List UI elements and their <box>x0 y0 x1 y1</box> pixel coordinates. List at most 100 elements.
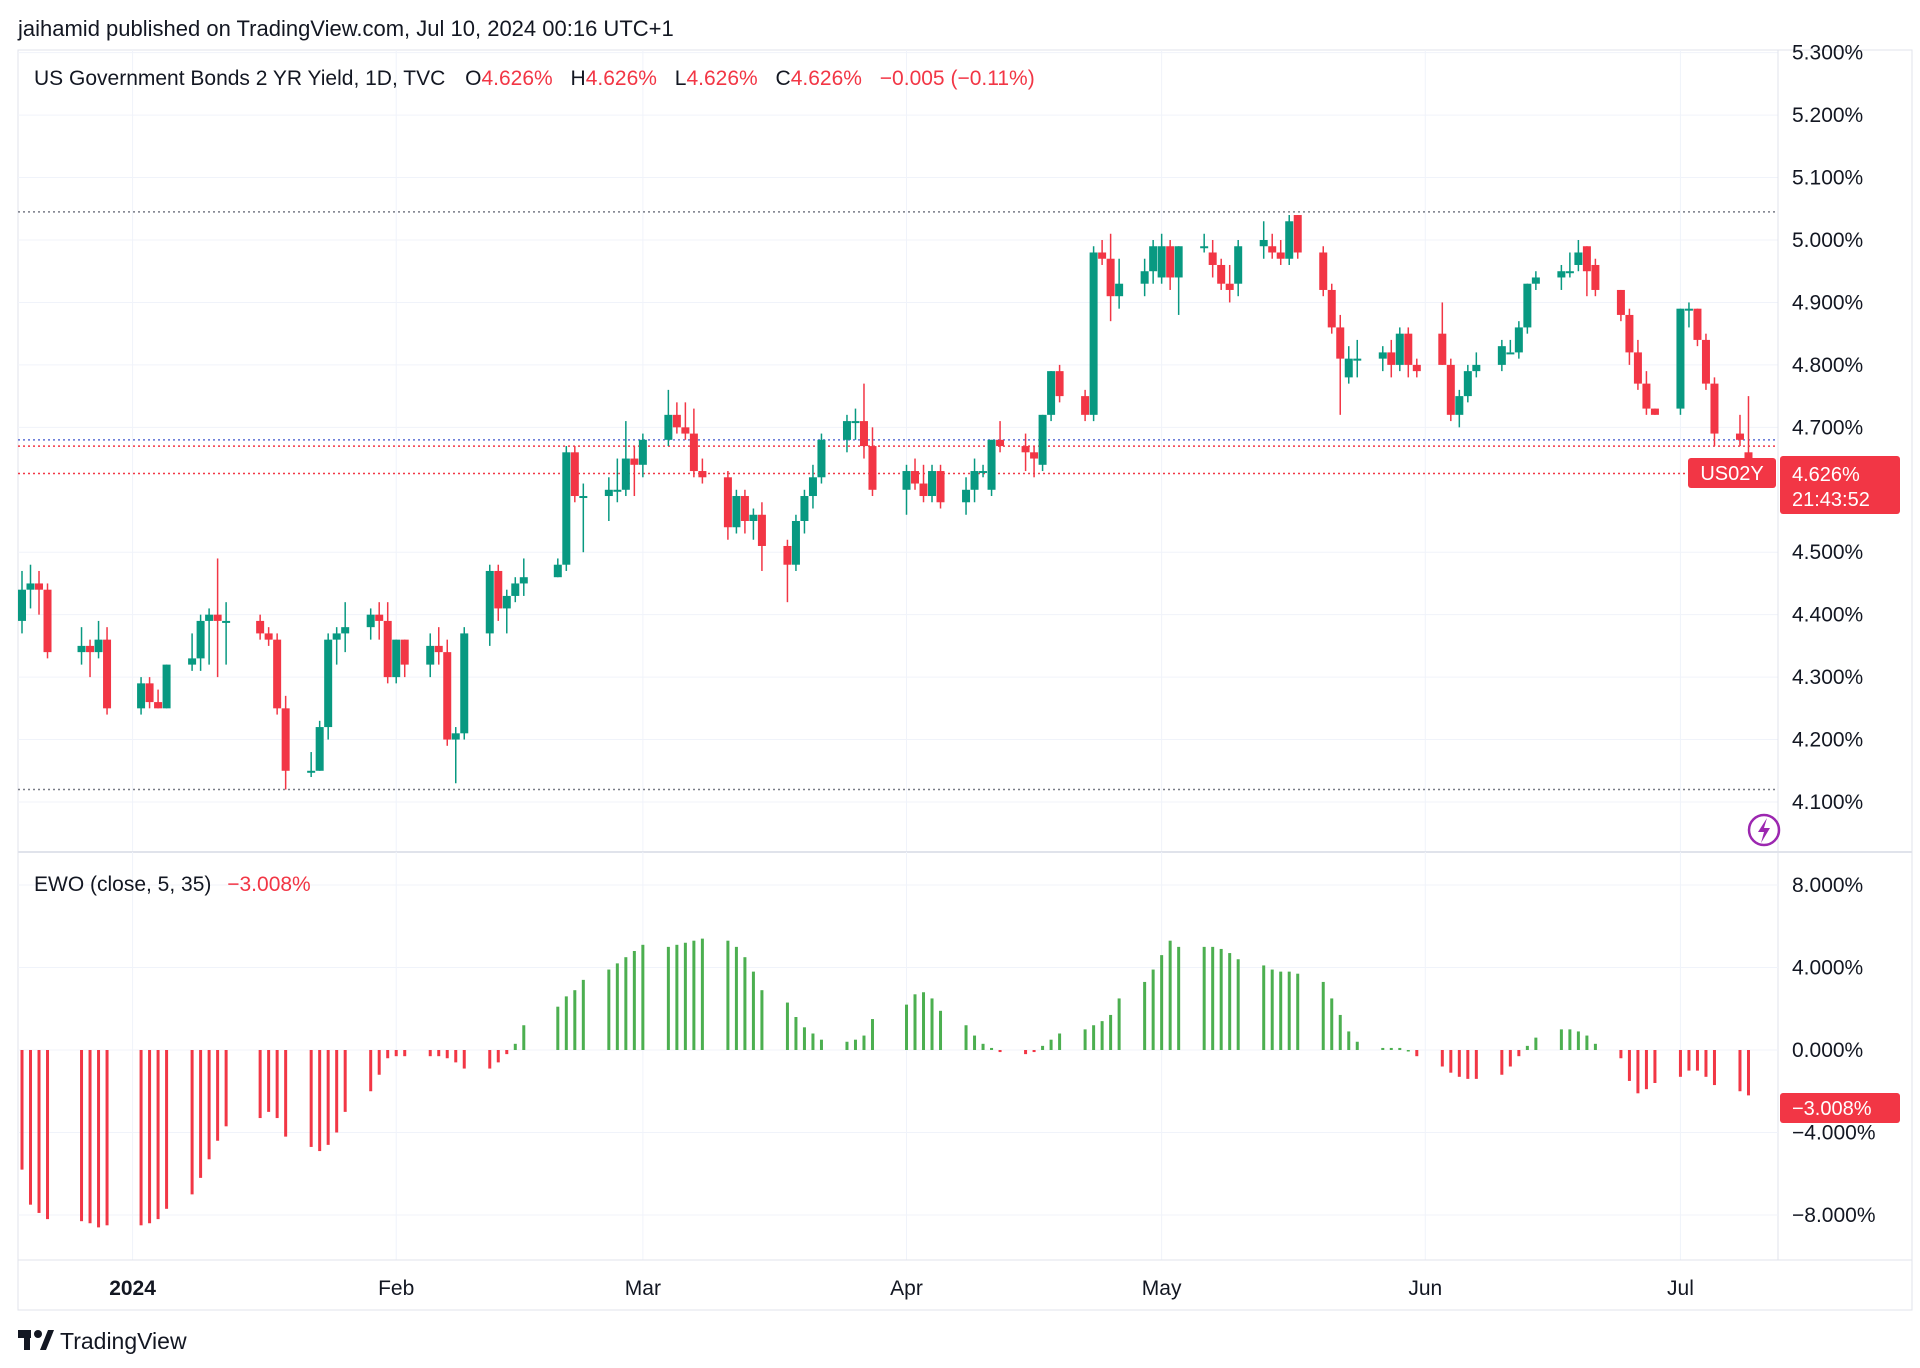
candle-body <box>145 683 154 703</box>
ewo-bar <box>675 944 679 1050</box>
ewo-bar <box>326 1050 330 1145</box>
candle <box>579 483 588 553</box>
ewo-bar <box>224 1050 228 1127</box>
candle-body <box>1701 339 1710 384</box>
candle-body <box>1106 258 1115 297</box>
ewo-bar <box>139 1050 143 1226</box>
candle <box>154 689 163 709</box>
time-tick-label: Feb <box>378 1277 414 1300</box>
time-axis[interactable]: 2024 Feb Mar Apr May Jun Jul <box>18 1259 1912 1300</box>
candle-body <box>35 583 44 590</box>
candle <box>400 639 409 678</box>
price-pane[interactable] <box>18 50 1778 852</box>
ewo-bar <box>445 1050 449 1059</box>
ewo-bar <box>1279 971 1283 1050</box>
candle-body <box>1166 246 1175 278</box>
candle-body <box>1523 283 1532 328</box>
candle <box>94 620 103 659</box>
candle <box>783 539 792 603</box>
candlestick-series <box>18 215 1753 790</box>
candle-body <box>1030 452 1039 459</box>
candle <box>1149 240 1158 284</box>
candle-body <box>315 727 324 771</box>
candle-body <box>723 477 732 528</box>
candle <box>859 383 868 459</box>
ewo-bar <box>335 1050 339 1133</box>
ewo-bar <box>403 1050 407 1057</box>
candle-body <box>987 439 996 490</box>
candle-body <box>928 471 937 497</box>
ewo-bar <box>692 940 696 1050</box>
candle-body <box>1531 277 1540 284</box>
ewo-bar <box>1449 1050 1453 1073</box>
candle <box>443 639 452 746</box>
candle-body <box>213 614 222 621</box>
ewo-bar <box>1653 1050 1657 1083</box>
ewo-bar <box>632 951 636 1050</box>
candle <box>1234 240 1243 297</box>
candle <box>1574 240 1583 272</box>
candle-body <box>443 652 452 740</box>
candle-body <box>1497 346 1506 365</box>
candle <box>1497 339 1506 372</box>
ewo-axis[interactable]: 8.000% 4.000% 0.000% −4.000% −8.000% <box>1792 874 1876 1227</box>
candle-body <box>791 521 800 565</box>
chart-frame <box>17 49 1913 1311</box>
candle-body <box>1446 364 1455 415</box>
ewo-bar <box>343 1050 347 1112</box>
candle-body <box>919 483 928 497</box>
candle <box>1200 233 1209 253</box>
ewo-bar <box>462 1050 466 1069</box>
candle <box>1140 258 1149 297</box>
legend-symbol: US Government Bonds 2 YR Yield, 1D, TVC <box>34 67 445 90</box>
candle-body <box>1098 252 1107 259</box>
candle <box>570 446 579 503</box>
ewo-bar <box>1109 1014 1113 1050</box>
candle-body <box>494 570 503 609</box>
candle-body <box>1650 408 1659 415</box>
candle <box>1735 414 1744 447</box>
ewo-bar <box>207 1050 211 1160</box>
candle <box>264 627 273 646</box>
candle <box>1557 264 1566 290</box>
candle <box>1616 289 1625 322</box>
ewo-bar <box>1100 1021 1104 1050</box>
lightning-icon[interactable] <box>1747 813 1781 847</box>
candle <box>196 614 205 671</box>
ewo-bar <box>1576 1031 1580 1050</box>
candle <box>1506 339 1515 355</box>
candle <box>723 471 732 540</box>
ewo-bar <box>275 1050 279 1119</box>
tradingview-logo[interactable]: TradingView <box>18 1328 187 1354</box>
ewo-bar <box>1474 1050 1478 1079</box>
candle <box>1531 271 1540 290</box>
candle-body <box>1684 308 1693 311</box>
ewo-bar <box>1168 940 1172 1050</box>
last-price-value: 4.626% <box>1792 464 1860 486</box>
ticker-badge-label: US02Y <box>1700 463 1763 485</box>
candle-body <box>681 427 690 434</box>
price-tick-label: 4.700% <box>1792 416 1863 439</box>
price-axis[interactable]: 5.300% 5.200% 5.100% 5.000% 4.900% 4.800% 4.70… <box>1777 42 1863 1260</box>
price-tick-label: 4.400% <box>1792 604 1863 627</box>
candle-body <box>1336 327 1345 359</box>
candle-body <box>562 452 571 565</box>
candle <box>757 502 766 571</box>
ewo-bar <box>760 990 764 1050</box>
ewo-bar <box>853 1039 857 1050</box>
candle-body <box>553 564 562 578</box>
ewo-bar <box>1568 1029 1572 1050</box>
legend-low-label: L <box>675 67 687 90</box>
indicator-pane[interactable] <box>18 852 1778 1260</box>
legend-open-label: O <box>465 67 481 90</box>
last-price-badge-bg <box>1780 456 1900 514</box>
candle <box>749 508 758 540</box>
ewo-bar <box>1177 946 1181 1050</box>
candle-body <box>1259 240 1268 247</box>
time-tick-label: Jul <box>1667 1277 1694 1300</box>
legend-change: −0.005 (−0.11%) <box>880 67 1035 90</box>
candle-body <box>1327 289 1336 328</box>
price-tick-label: 5.000% <box>1792 229 1863 252</box>
ewo-bar <box>1287 971 1291 1050</box>
ewo-bar <box>998 1050 1002 1053</box>
